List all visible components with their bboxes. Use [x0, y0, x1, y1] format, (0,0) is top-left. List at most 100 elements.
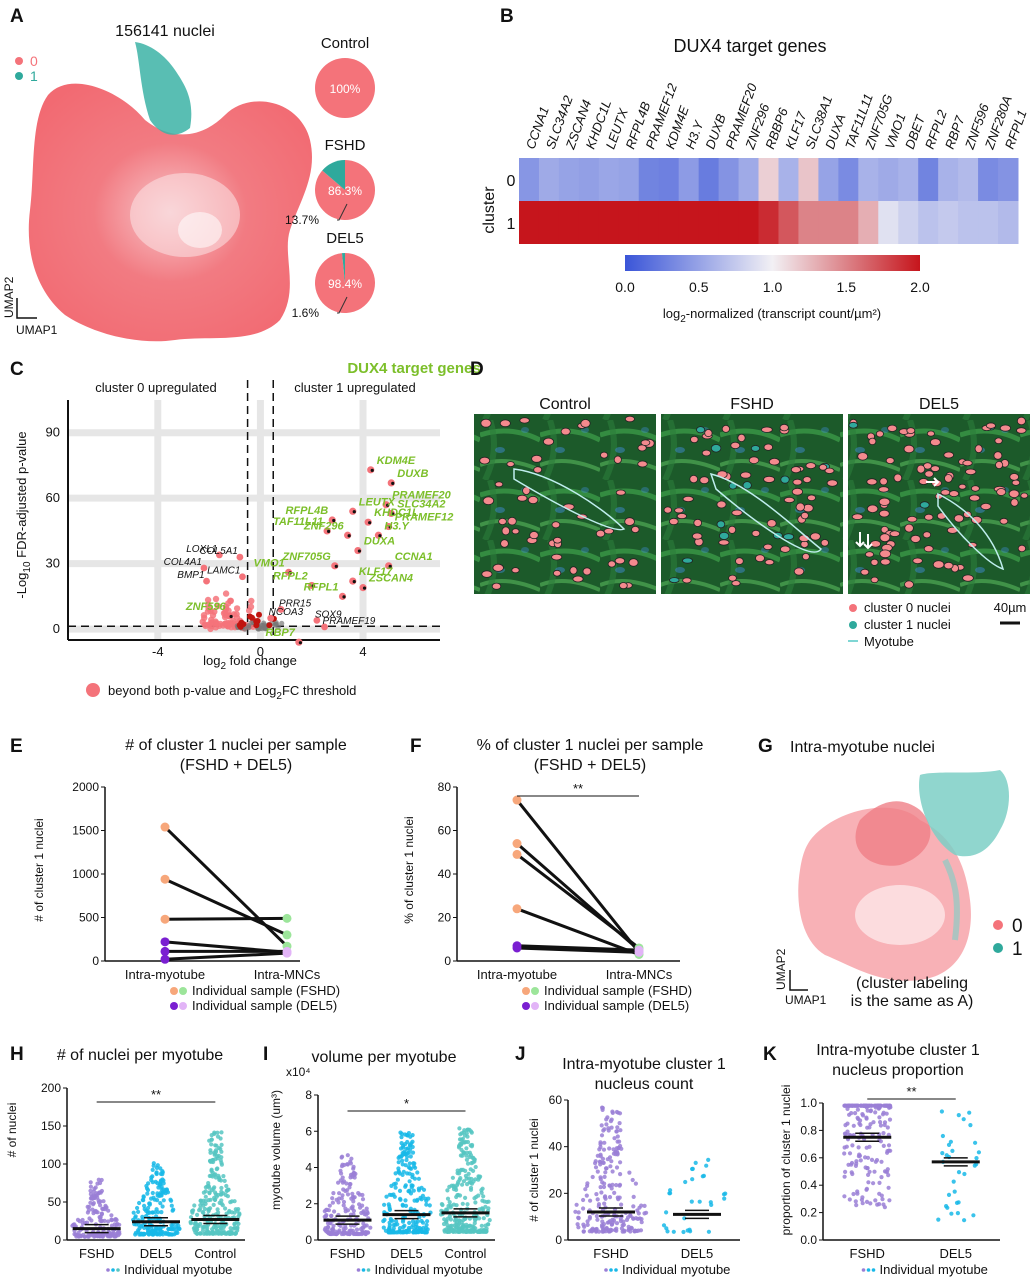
legend-label-cluster-0: 0 — [30, 53, 38, 69]
chart-k-point-del5-2 — [962, 1218, 967, 1223]
colorbar-tick-4: 2.0 — [910, 279, 930, 295]
microscopy-image-fshd — [661, 414, 843, 594]
chart-e-ytick-4: 2000 — [72, 780, 99, 794]
chart-k-point-fshd-189 — [855, 1107, 861, 1112]
chart-h-point-del5-146 — [136, 1223, 142, 1228]
chart-i-point-del5-193 — [408, 1206, 413, 1211]
chart-j-point-del5-18 — [709, 1202, 714, 1207]
chart-j-point-fshd-229 — [585, 1181, 590, 1186]
chart-i-title: volume per myotube — [312, 1049, 457, 1066]
heatmap-cell-1-pramef12 — [638, 201, 660, 244]
chart-i-point-del5-101 — [403, 1198, 408, 1203]
volcano-point-red-12 — [253, 622, 260, 629]
chart-j-point-fshd-176 — [628, 1229, 633, 1234]
chart-j-ylabel: # of cluster 1 nuclei — [527, 1118, 541, 1221]
nucleus-del5-43 — [922, 531, 932, 539]
chart-h-point-fshd-107 — [88, 1200, 93, 1205]
chart-k-point-fshd-138 — [887, 1117, 893, 1122]
chart-k-point-del5-12 — [968, 1123, 973, 1128]
chart-k-point-fshd-131 — [857, 1121, 862, 1126]
chart-h-point-control-195 — [205, 1184, 210, 1189]
chart-i-point-control-260 — [484, 1199, 489, 1205]
nucleus-control-38 — [631, 526, 640, 534]
heatmap-cell-1-slc38a1 — [798, 201, 819, 244]
chart-e-pair-line-1 — [164, 877, 288, 937]
nucleus-control-48 — [481, 570, 493, 578]
volcano-label-lamc1: LAMC1 — [207, 566, 240, 577]
chart-i-point-control-264 — [467, 1150, 472, 1155]
legend-label-myotube: Myotube — [864, 634, 914, 649]
volcano-point-cluster-0-44 — [227, 597, 234, 604]
chart-j-point-fshd-150 — [584, 1193, 589, 1198]
chart-h-point-del5-133 — [145, 1225, 150, 1231]
volcano-ytick-1: 30 — [46, 556, 60, 571]
chart-f-legend-label-1: Individual sample (DEL5) — [544, 998, 689, 1013]
nucleus-del5-4 — [912, 557, 923, 564]
nucleus-del5-51 — [958, 483, 967, 490]
chart-j-point-fshd-210 — [609, 1186, 614, 1191]
umap-g-note-line-1: (cluster labeling — [856, 975, 968, 992]
chart-h-point-control-218 — [212, 1185, 217, 1190]
chart-j-point-del5-23 — [722, 1196, 727, 1201]
chart-h-ytick-0: 0 — [54, 1233, 61, 1247]
chart-f-legend-dot-hi-0 — [522, 987, 530, 995]
nucleus-control-43 — [560, 427, 571, 436]
chart-i-point-fshd-188 — [368, 1225, 373, 1230]
chart-k-point-fshd-137 — [856, 1103, 861, 1108]
nucleus-del5-21 — [1016, 427, 1027, 434]
chart-j-point-fshd-153 — [617, 1121, 622, 1126]
heatmap-cell-0-slc34a2 — [538, 158, 560, 201]
umap-g-note-line-2: is the same as A) — [851, 993, 974, 1010]
nucleus-del5-90 — [866, 478, 878, 486]
nucleus-control-18 — [494, 481, 504, 488]
chart-i-point-del5-130 — [409, 1185, 414, 1190]
panel-label-f: F — [410, 736, 422, 757]
volcano-point-cluster-0-61 — [227, 621, 234, 628]
volcano-point-pramef19 — [321, 623, 328, 631]
pie-slice-del5-cluster-1 — [341, 253, 345, 283]
chart-k-point-del5-21 — [936, 1217, 941, 1222]
volcano-point-core-pramef12 — [388, 525, 392, 529]
umap-g-cloud — [798, 770, 1009, 981]
chart-f-legend-label-0: Individual sample (FSHD) — [544, 983, 692, 998]
chart-k-point-fshd-103 — [849, 1111, 854, 1116]
nucleus-del5-35 — [924, 513, 934, 521]
chart-h-point-del5-149 — [160, 1204, 165, 1209]
chart-i-point-fshd-137 — [340, 1193, 345, 1198]
chart-h-ytick-3: 150 — [41, 1119, 61, 1133]
chart-h-point-fshd-123 — [92, 1186, 97, 1191]
heatmap-cell-1-rfpl4b — [618, 201, 640, 244]
volcano-label-col4a1: COL4A1 — [164, 557, 202, 568]
chart-i-point-del5-47 — [381, 1225, 386, 1230]
volcano-xlabel: log2 fold change — [203, 653, 297, 672]
volcano-point-core-zscan4 — [362, 586, 367, 590]
chart-j-point-fshd-89 — [620, 1223, 625, 1228]
chart-j-point-fshd-33 — [612, 1136, 617, 1141]
chart-j-point-fshd-95 — [639, 1217, 644, 1222]
nucleus-control-13 — [569, 566, 578, 575]
myotube-outline-control — [513, 468, 626, 531]
chart-k-point-fshd-215 — [883, 1103, 888, 1108]
chart-h-point-fshd-160 — [115, 1221, 120, 1226]
heatmap-cell-1-leutx — [598, 201, 620, 244]
volcano-label-rfpl1: RFPL1 — [304, 581, 339, 593]
chart-i-point-del5-218 — [389, 1183, 394, 1188]
nucleus-fshd-45 — [682, 577, 692, 584]
chart-j-point-fshd-211 — [603, 1229, 608, 1234]
pie-label-control-cluster-0: 100% — [330, 82, 361, 96]
chart-j-point-fshd-69 — [593, 1165, 599, 1170]
chart-i-point-control-270 — [454, 1222, 459, 1227]
chart-h-point-del5-101 — [135, 1205, 140, 1211]
chart-k-point-fshd-87 — [873, 1110, 878, 1115]
nucleus-del5-18 — [974, 444, 983, 454]
chart-f-legend-dot-lo-1 — [531, 1002, 539, 1010]
nucleus-del5-94 — [1016, 416, 1026, 426]
chart-i-point-del5-214 — [386, 1226, 392, 1231]
heatmap-cell-0-duxb — [698, 158, 720, 201]
chart-k-point-fshd-117 — [850, 1103, 855, 1108]
nucleus-fshd-5 — [674, 507, 684, 514]
chart-j-legend-label: Individual myotube — [622, 1262, 730, 1277]
nucleus-del5-23 — [980, 502, 992, 510]
chart-e-ytick-0: 0 — [92, 954, 99, 968]
chart-h-point-fshd-59 — [91, 1201, 96, 1206]
